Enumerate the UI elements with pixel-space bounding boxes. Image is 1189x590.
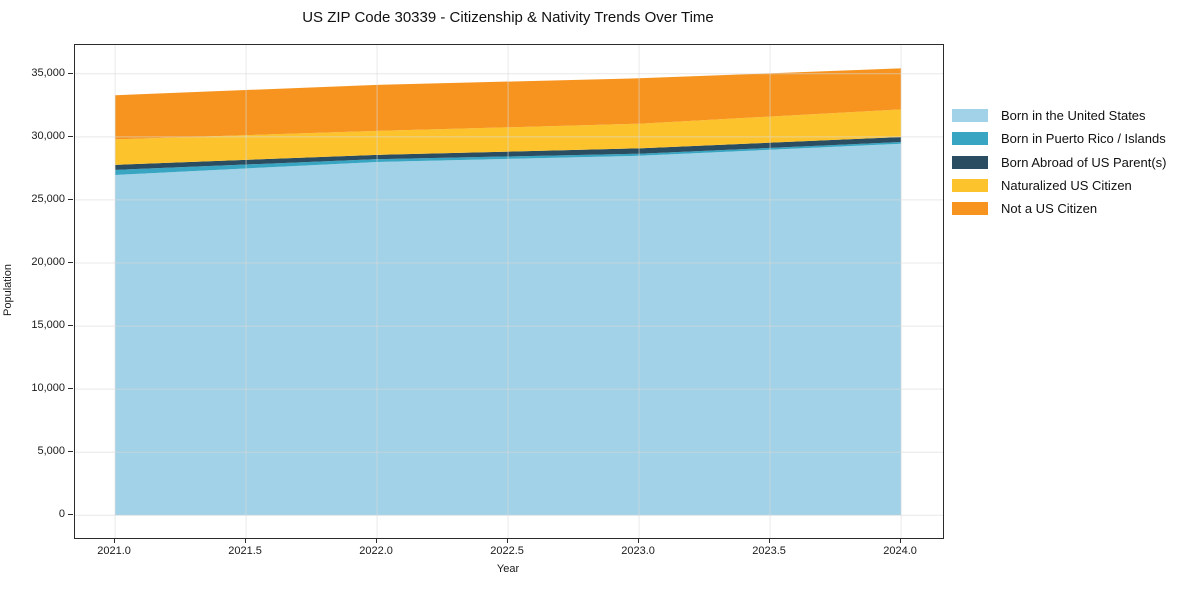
legend-label: Naturalized US Citizen <box>1001 178 1132 194</box>
legend-item: Born in the United States <box>952 104 1166 127</box>
y-tick-mark <box>68 514 73 516</box>
y-tick-mark <box>68 388 73 390</box>
legend-item: Born in Puerto Rico / Islands <box>952 127 1166 150</box>
x-axis-label: Year <box>496 563 520 575</box>
x-tick-label: 2023.0 <box>621 545 655 557</box>
y-tick-label: 0 <box>58 508 65 521</box>
legend-swatch-icon <box>952 109 988 123</box>
legend-item: Born Abroad of US Parent(s) <box>952 151 1166 174</box>
y-tick-mark <box>68 198 73 201</box>
chart-title: US ZIP Code 30339 - Citizenship & Nativi… <box>302 9 714 26</box>
legend-item: Naturalized US Citizen <box>952 174 1166 197</box>
plot-area <box>74 44 944 539</box>
legend-label: Not a US Citizen <box>1001 201 1098 217</box>
x-tick-mark <box>376 538 378 543</box>
y-tick-mark <box>68 135 73 138</box>
x-tick-mark <box>245 538 247 543</box>
x-tick-mark <box>114 538 116 543</box>
y-tick-label: 15,000 <box>31 319 65 332</box>
y-tick-label: 35,000 <box>31 66 65 79</box>
y-tick-label: 10,000 <box>31 382 65 395</box>
y-tick-mark <box>68 451 73 453</box>
legend-label: Born in Puerto Rico / Islands <box>1001 131 1166 147</box>
legend-swatch-icon <box>952 132 988 146</box>
x-tick-label: 2021.5 <box>228 545 262 557</box>
stacked-area-plot <box>75 45 943 538</box>
legend-item: Not a US Citizen <box>952 197 1166 220</box>
x-tick-mark <box>638 538 640 543</box>
x-tick-mark <box>769 538 771 543</box>
y-tick-label: 25,000 <box>31 192 65 205</box>
x-tick-label: 2022.5 <box>490 545 524 557</box>
x-tick-mark <box>900 538 902 543</box>
x-tick-label: 2023.5 <box>752 545 786 557</box>
legend: Born in the United States Born in Puerto … <box>952 104 1166 220</box>
y-tick-label: 5,000 <box>37 445 65 458</box>
x-tick-label: 2022.0 <box>359 545 393 557</box>
x-tick-mark <box>507 538 509 543</box>
y-tick-label: 30,000 <box>31 129 65 142</box>
y-tick-mark <box>68 72 73 74</box>
x-tick-label: 2021.0 <box>97 545 131 557</box>
y-tick-label: 20,000 <box>31 255 65 268</box>
legend-label: Born in the United States <box>1001 108 1146 124</box>
legend-swatch-icon <box>952 179 988 193</box>
x-tick-label: 2024.0 <box>883 545 917 557</box>
legend-swatch-icon <box>952 202 988 216</box>
y-axis-label: Population <box>2 264 14 316</box>
legend-swatch-icon <box>952 155 988 169</box>
y-tick-mark <box>68 325 73 327</box>
y-tick-mark <box>68 261 73 264</box>
legend-label: Born Abroad of US Parent(s) <box>1001 154 1167 170</box>
